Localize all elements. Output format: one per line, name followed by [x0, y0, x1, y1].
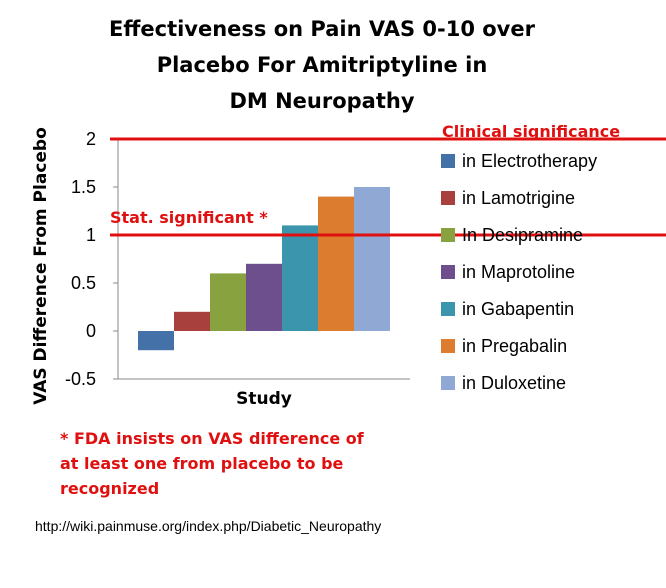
reference-lines: Clinical significance Stat. significant *	[110, 122, 666, 237]
bar-maprotoline	[246, 263, 282, 331]
clinical-significance-label: Clinical significance	[442, 122, 620, 141]
y-tick-label: 2	[86, 129, 96, 149]
bar-series	[138, 187, 390, 351]
y-tick-label: 1	[86, 225, 96, 245]
y-axis-label: VAS Difference From Placebo	[31, 127, 51, 405]
legend-swatch	[441, 339, 455, 353]
source-url: http://wiki.painmuse.org/index.php/Diabe…	[35, 518, 381, 534]
bar-pregabalin	[318, 196, 354, 331]
legend-label: in Pregabalin	[462, 336, 567, 356]
legend-swatch	[441, 302, 455, 316]
footnote-line-1: * FDA insists on VAS difference of	[60, 429, 365, 448]
legend: in Electrotherapy in Lamotrigine In Desipr…	[441, 151, 597, 393]
stat-significant-label: Stat. significant *	[110, 208, 268, 227]
footnote: * FDA insists on VAS difference of at le…	[60, 429, 365, 498]
legend-swatch	[441, 191, 455, 205]
legend-label: in Electrotherapy	[462, 151, 597, 171]
y-tick-label: 0.5	[71, 273, 96, 293]
chart-title-line-3: DM Neuropathy	[229, 89, 414, 113]
chart-title-line-1: Effectiveness on Pain VAS 0-10 over	[109, 17, 536, 41]
bar-gabapentin	[282, 225, 318, 331]
x-axis-label: Study	[236, 389, 292, 409]
footnote-line-3: recognized	[60, 479, 159, 498]
legend-swatch	[441, 376, 455, 390]
legend-swatch	[441, 265, 455, 279]
chart-title: Effectiveness on Pain VAS 0-10 over Plac…	[109, 17, 536, 113]
legend-swatch	[441, 228, 455, 242]
legend-label: in Gabapentin	[462, 299, 574, 319]
bar-duloxetine	[354, 187, 390, 331]
legend-label: In Desipramine	[462, 225, 583, 245]
y-tick-labels: 2 1.5 1 0.5 0 -0.5	[65, 129, 118, 389]
bar-desipramine	[210, 273, 246, 331]
legend-swatch	[441, 154, 455, 168]
y-tick-label: 1.5	[71, 177, 96, 197]
y-tick-label: -0.5	[65, 369, 96, 389]
footnote-line-2: at least one from placebo to be	[60, 454, 344, 473]
legend-label: in Duloxetine	[462, 373, 566, 393]
bar-electrotherapy	[138, 331, 174, 351]
legend-label: in Lamotrigine	[462, 188, 575, 208]
y-tick-label: 0	[86, 321, 96, 341]
legend-label: in Maprotoline	[462, 262, 575, 282]
bar-lamotrigine	[174, 311, 210, 331]
chart-title-line-2: Placebo For Amitriptyline in	[157, 53, 488, 77]
